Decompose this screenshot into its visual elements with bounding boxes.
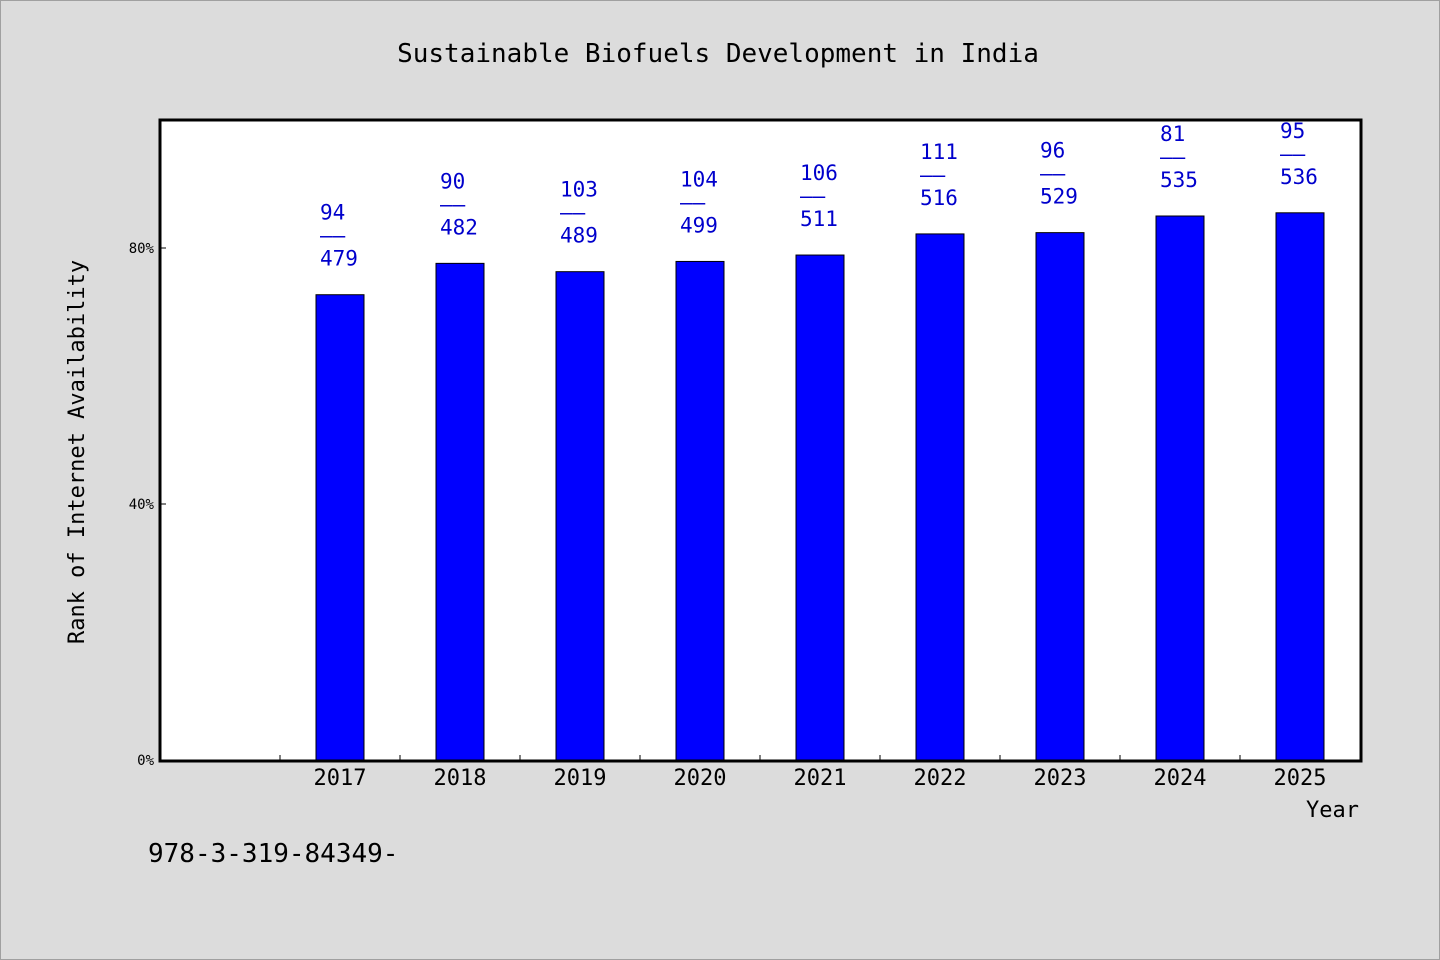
data-label-top: 81 [1160,122,1185,146]
data-label-top: 104 [680,167,718,191]
y-axis-label: Rank of Internet Availability [65,260,90,644]
data-label-bottom: 489 [560,224,598,248]
data-label-bottom: 536 [1280,165,1318,189]
y-tick-label: 80% [129,241,155,257]
data-label-separator: —— [1160,145,1186,169]
x-tick-label: 2025 [1274,766,1327,791]
data-label-separator: —— [800,184,826,208]
data-label-separator: —— [1040,162,1066,186]
x-tick-label: 2018 [434,766,487,791]
x-tick-label: 2017 [314,766,367,791]
data-label-bottom: 499 [680,213,718,237]
data-label-bottom: 482 [440,215,478,239]
data-label-separator: —— [560,201,586,225]
x-tick-label: 2022 [914,766,967,791]
data-label-separator: —— [920,163,946,187]
bar-2018 [435,262,485,761]
bar-2024 [1155,215,1205,761]
bar-2017 [315,294,365,761]
chart-title: Sustainable Biofuels Development in Indi… [397,39,1039,69]
data-label-bottom: 535 [1160,168,1198,192]
data-label-top: 111 [920,140,958,164]
y-ticks: 0% 40% 80% [129,241,166,769]
bar-2020 [675,260,725,761]
data-label-top: 103 [560,178,598,202]
x-tick-label: 2024 [1154,766,1207,791]
x-tick-label: 2019 [554,766,607,791]
bar-2023 [1035,232,1085,761]
data-label-bottom: 516 [920,186,958,210]
bar-2019 [555,271,605,761]
data-label-bottom: 479 [320,247,358,271]
y-tick-label: 0% [137,753,154,769]
footer-code: 978-3-319-84349- [148,839,398,869]
data-label-separator: —— [320,224,346,248]
data-label-separator: —— [1280,142,1306,166]
x-axis-label: Year [1306,798,1359,823]
data-label-separator: —— [440,192,466,216]
data-label-top: 106 [800,161,838,185]
data-label-bottom: 511 [800,207,838,231]
data-label-separator: —— [680,190,706,214]
bar-2025 [1275,212,1325,761]
data-label-top: 90 [440,169,465,193]
data-labels: 94——47990——482103——489104——499106——51111… [320,119,1318,271]
bar-2021 [795,254,845,761]
y-tick-label: 40% [129,497,155,513]
bar-2022 [915,233,965,761]
x-ticks: 2017 2018 2019 2020 2021 2022 2023 2024 2025 [279,755,1361,791]
x-tick-label: 2023 [1034,766,1087,791]
data-label-top: 94 [320,201,345,225]
data-label-bottom: 529 [1040,185,1078,209]
data-label-top: 95 [1280,119,1305,143]
data-label-top: 96 [1040,139,1065,163]
x-tick-label: 2021 [794,766,847,791]
x-tick-label: 2020 [674,766,727,791]
bars [315,212,1325,761]
